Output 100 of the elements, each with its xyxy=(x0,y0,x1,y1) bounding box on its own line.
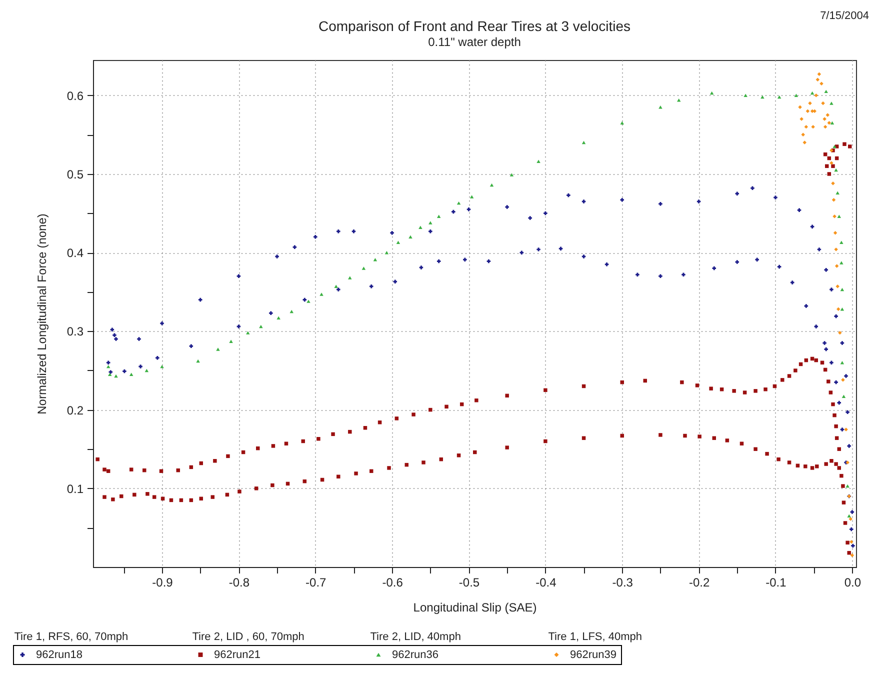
point xyxy=(456,201,461,205)
point xyxy=(808,101,812,106)
point xyxy=(798,105,802,110)
point xyxy=(836,284,840,288)
point xyxy=(582,140,586,144)
point xyxy=(106,364,110,368)
point xyxy=(396,240,400,244)
legend-label: 962run36 xyxy=(392,648,438,661)
point xyxy=(840,261,844,264)
point xyxy=(306,300,310,303)
point xyxy=(817,72,822,76)
text: Tire 2, LID , 60, 70mph xyxy=(192,630,304,642)
x-tick-label: -0.8 xyxy=(228,576,250,590)
x-tick-label: 0.0 xyxy=(844,576,862,590)
legend-label: 962run18 xyxy=(36,648,82,661)
point xyxy=(812,109,816,113)
chart-title: Comparison of Front and Rear Tires at 3 velocities xyxy=(318,18,631,34)
point xyxy=(840,308,844,311)
x-tick-label: -0.7 xyxy=(306,576,327,590)
point xyxy=(826,113,830,117)
point xyxy=(832,144,836,148)
point xyxy=(801,132,805,137)
point xyxy=(810,91,814,95)
x-tick-label: -0.1 xyxy=(766,576,787,590)
point xyxy=(816,78,820,82)
point xyxy=(276,316,280,320)
point xyxy=(811,124,815,129)
point xyxy=(216,348,220,351)
text: Tire 1, LFS, 40mph xyxy=(548,630,642,642)
point xyxy=(536,160,540,164)
x-tick-label: -0.3 xyxy=(612,576,634,590)
point xyxy=(827,121,832,125)
y-tick-label: 0.1 xyxy=(66,482,84,496)
point xyxy=(362,266,366,270)
point xyxy=(806,109,810,113)
x-tick-label: -0.9 xyxy=(152,576,174,590)
x-tick-label: -0.5 xyxy=(458,576,480,590)
x-axis-title: Longitudinal Slip (SAE) xyxy=(413,600,537,614)
point xyxy=(114,374,118,378)
point xyxy=(821,101,825,106)
point xyxy=(842,394,846,398)
chart-subtitle: 0.11" water depth xyxy=(428,35,521,49)
y-tick-label: 0.6 xyxy=(66,88,84,103)
point xyxy=(259,324,263,328)
point xyxy=(850,540,854,544)
point xyxy=(384,250,389,254)
point xyxy=(847,514,851,518)
point xyxy=(470,195,474,198)
point xyxy=(760,95,764,99)
point xyxy=(408,235,412,238)
point xyxy=(840,288,844,292)
text: 7/15/2004 xyxy=(820,10,869,22)
point xyxy=(710,91,714,95)
point xyxy=(824,90,828,94)
point xyxy=(334,284,338,288)
point xyxy=(830,102,834,105)
y-tick-label: 0.3 xyxy=(66,324,84,339)
point xyxy=(129,372,134,376)
point xyxy=(837,214,841,218)
point xyxy=(510,173,514,176)
point xyxy=(846,484,850,488)
point xyxy=(160,364,164,368)
point xyxy=(777,95,782,99)
point xyxy=(830,121,834,125)
point xyxy=(373,258,378,262)
point xyxy=(836,307,840,312)
point xyxy=(802,140,806,144)
text: Tire 1, RFS, 60, 70mph xyxy=(14,630,128,642)
point xyxy=(840,240,844,244)
y-tick-label: 0.5 xyxy=(66,167,84,182)
point xyxy=(834,264,839,268)
point xyxy=(229,340,233,344)
point xyxy=(320,292,324,296)
point xyxy=(823,124,828,129)
point xyxy=(428,221,432,224)
x-tick-label: -0.4 xyxy=(536,576,557,590)
point xyxy=(814,94,818,98)
point xyxy=(620,121,624,125)
point xyxy=(490,183,494,187)
point xyxy=(804,124,808,129)
point xyxy=(436,214,441,218)
y-axis-title: Normalized Longitudinal Force (none) xyxy=(34,214,49,414)
legend-label: 962run39 xyxy=(570,648,616,661)
legend-label: 962run21 xyxy=(214,648,260,661)
point xyxy=(658,106,662,109)
x-tick-label: -0.2 xyxy=(688,576,710,590)
point xyxy=(836,191,840,194)
y-tick-label: 0.4 xyxy=(66,246,84,260)
point xyxy=(144,368,149,372)
point xyxy=(246,331,250,334)
point xyxy=(418,226,422,230)
x-tick-label: -0.6 xyxy=(382,576,404,590)
point xyxy=(676,98,681,102)
point xyxy=(833,231,838,235)
text: Tire 2, LID, 40mph xyxy=(370,630,461,643)
point xyxy=(108,372,112,376)
point xyxy=(794,94,798,97)
point xyxy=(744,94,748,97)
point xyxy=(850,553,854,558)
point xyxy=(848,517,853,521)
